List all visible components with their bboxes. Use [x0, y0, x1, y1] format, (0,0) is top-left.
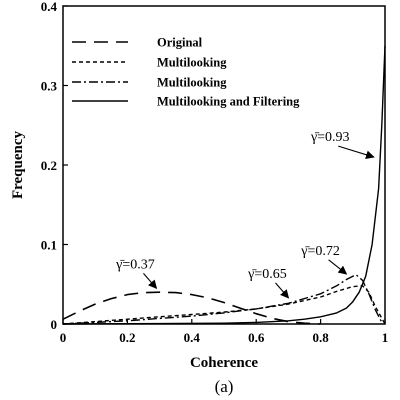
annotation-arrow — [143, 272, 158, 290]
y-tick-label: 0.1 — [41, 238, 57, 253]
x-axis-title: Coherence — [190, 355, 258, 371]
annotation-arrow — [328, 259, 348, 275]
x-tick-label: 0.8 — [312, 330, 329, 345]
series-line-2 — [62, 285, 386, 325]
annotation-layer: γ̄=0.93 γ̄=0.72 γ̄=0.65 γ̄=0.37 — [115, 130, 375, 299]
series-line-4 — [62, 45, 386, 325]
legend-label: Original — [157, 36, 203, 50]
figure-caption: (a) — [215, 377, 234, 396]
annotation-label: γ̄=0.37 — [115, 257, 155, 272]
legend-label: Multilooking — [157, 56, 227, 70]
annotation-label: γ̄=0.93 — [310, 130, 350, 145]
annotation-arrow — [275, 282, 290, 299]
x-tick-label: 1 — [382, 330, 389, 345]
series-line-1 — [62, 291, 321, 325]
series-line-3 — [62, 274, 383, 325]
x-tick-label: 0.2 — [119, 330, 135, 345]
series-layer — [62, 45, 386, 325]
y-axis-title: Frequency — [10, 130, 26, 199]
plot-area-frame — [62, 5, 386, 325]
x-tick-label: 0.6 — [248, 330, 265, 345]
legend: Original Multilooking Multilooking Multiloo… — [72, 36, 300, 109]
annotation-label: γ̄=0.72 — [300, 244, 340, 259]
y-tick-label: 0.3 — [41, 79, 58, 94]
axis-ticks: 0 0.2 0.4 0.6 0.8 1 0 0.1 0.2 0.3 0.4 — [41, 0, 389, 345]
legend-label: Multilooking — [157, 76, 227, 90]
annotation-label: γ̄=0.65 — [247, 267, 287, 282]
x-tick-label: 0.4 — [184, 330, 201, 345]
annotation-arrow — [338, 145, 375, 159]
legend-label: Multilooking and Filtering — [157, 95, 300, 109]
x-tick-label: 0 — [60, 330, 67, 345]
y-tick-label: 0.2 — [41, 158, 57, 173]
y-tick-label: 0.4 — [41, 0, 58, 14]
y-tick-label: 0 — [51, 317, 58, 332]
